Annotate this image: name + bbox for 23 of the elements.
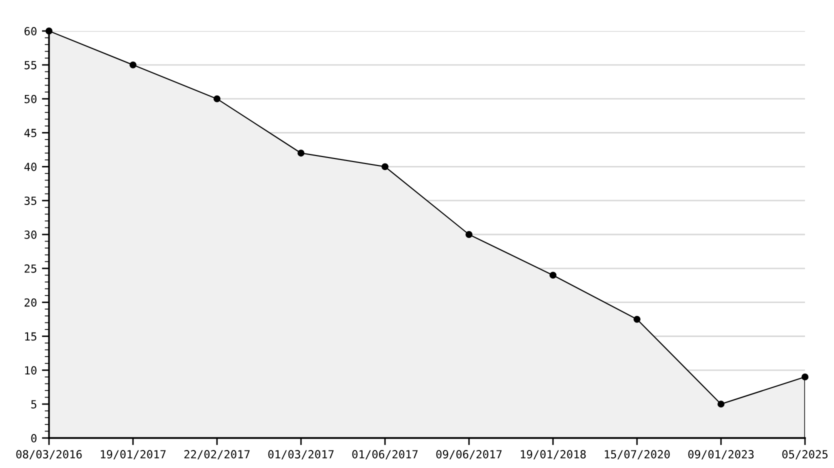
x-tick-label: 15/07/2020 bbox=[604, 450, 670, 460]
y-tick-label: 60 bbox=[24, 27, 36, 36]
y-tick-label: 25 bbox=[24, 264, 36, 273]
y-tick-label: 50 bbox=[24, 94, 36, 104]
x-tick-label: 19/01/2018 bbox=[520, 450, 586, 460]
x-tick-label: 05/2025 bbox=[782, 450, 828, 460]
y-tick-label: 20 bbox=[24, 298, 36, 307]
y-tick-label: 40 bbox=[24, 162, 36, 172]
y-tick-label: 45 bbox=[24, 128, 36, 138]
y-tick-label: 5 bbox=[31, 400, 36, 408]
y-tick-label: 0 bbox=[31, 434, 36, 442]
x-tick-label: 01/03/2017 bbox=[268, 450, 334, 460]
y-tick-label: 15 bbox=[25, 332, 36, 341]
x-tick-label: 19/01/2017 bbox=[100, 450, 166, 460]
x-tick-label: 01/06/2017 bbox=[352, 450, 418, 460]
x-tick-label: 09/01/2023 bbox=[688, 450, 754, 460]
y-tick-label: 10 bbox=[25, 366, 36, 375]
y-tick-label: 35 bbox=[24, 196, 36, 205]
x-tick-label: 09/06/2017 bbox=[436, 450, 502, 460]
y-tick-label: 55 bbox=[24, 61, 36, 70]
y-tick-label: 30 bbox=[24, 230, 36, 239]
x-tick-label: 08/03/2016 bbox=[16, 450, 82, 460]
x-tick-label: 22/02/2017 bbox=[184, 450, 250, 460]
